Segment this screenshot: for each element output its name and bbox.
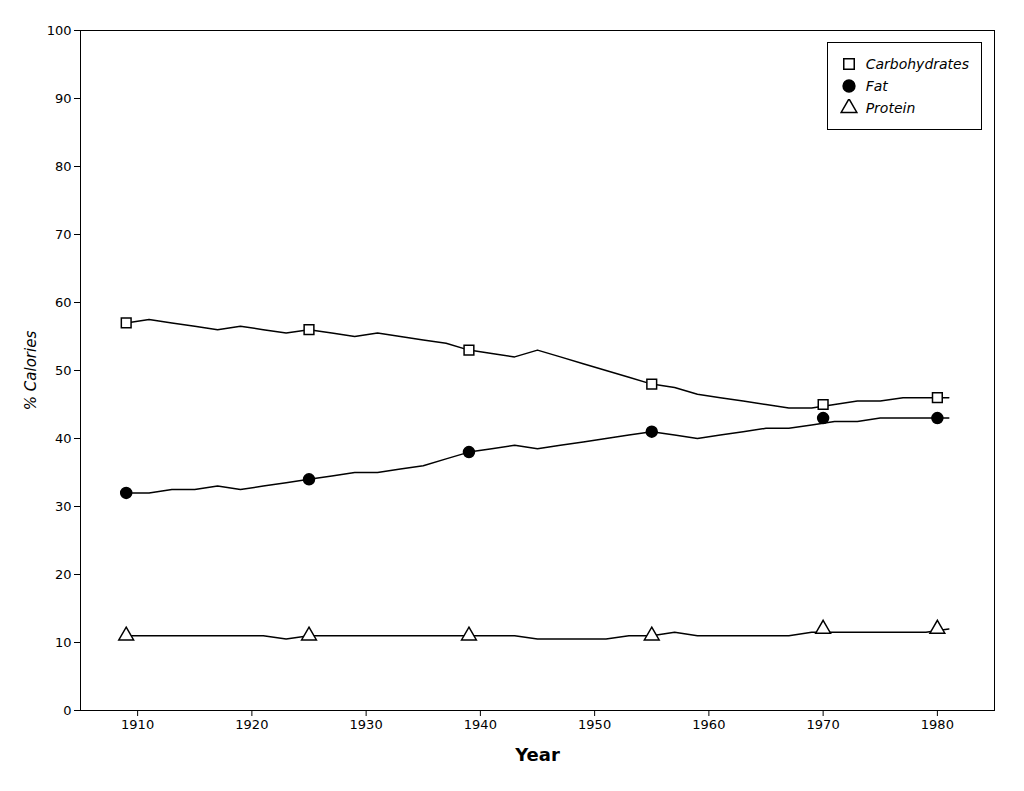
svg-text:80: 80 (55, 159, 72, 174)
html-text:Fat: Fat (865, 78, 888, 94)
svg-text:10: 10 (55, 635, 72, 650)
svg-text:30: 30 (55, 499, 72, 514)
svg-text:1920: 1920 (235, 717, 268, 732)
svg-text:1930: 1930 (350, 717, 383, 732)
html-text:Protein: Protein (865, 100, 916, 116)
svg-text:1980: 1980 (921, 717, 954, 732)
svg-text:1940: 1940 (464, 717, 497, 732)
svg-text:60: 60 (55, 295, 72, 310)
svg-text:1960: 1960 (692, 717, 725, 732)
html-text:Carbohydrates: Carbohydrates (865, 56, 969, 72)
svg-text:50: 50 (55, 363, 72, 378)
svg-text:70: 70 (55, 227, 72, 242)
svg-text:0: 0 (63, 703, 71, 718)
svg-text:90: 90 (55, 91, 72, 106)
svg-text:Year: Year (514, 744, 560, 765)
svg-text:1950: 1950 (578, 717, 611, 732)
svg-text:1910: 1910 (121, 717, 154, 732)
svg-text:1970: 1970 (807, 717, 840, 732)
svg-text:% Calories: % Calories (22, 331, 40, 411)
svg-text:100: 100 (47, 23, 72, 38)
svg-text:20: 20 (55, 567, 72, 582)
svg-text:40: 40 (55, 431, 72, 446)
